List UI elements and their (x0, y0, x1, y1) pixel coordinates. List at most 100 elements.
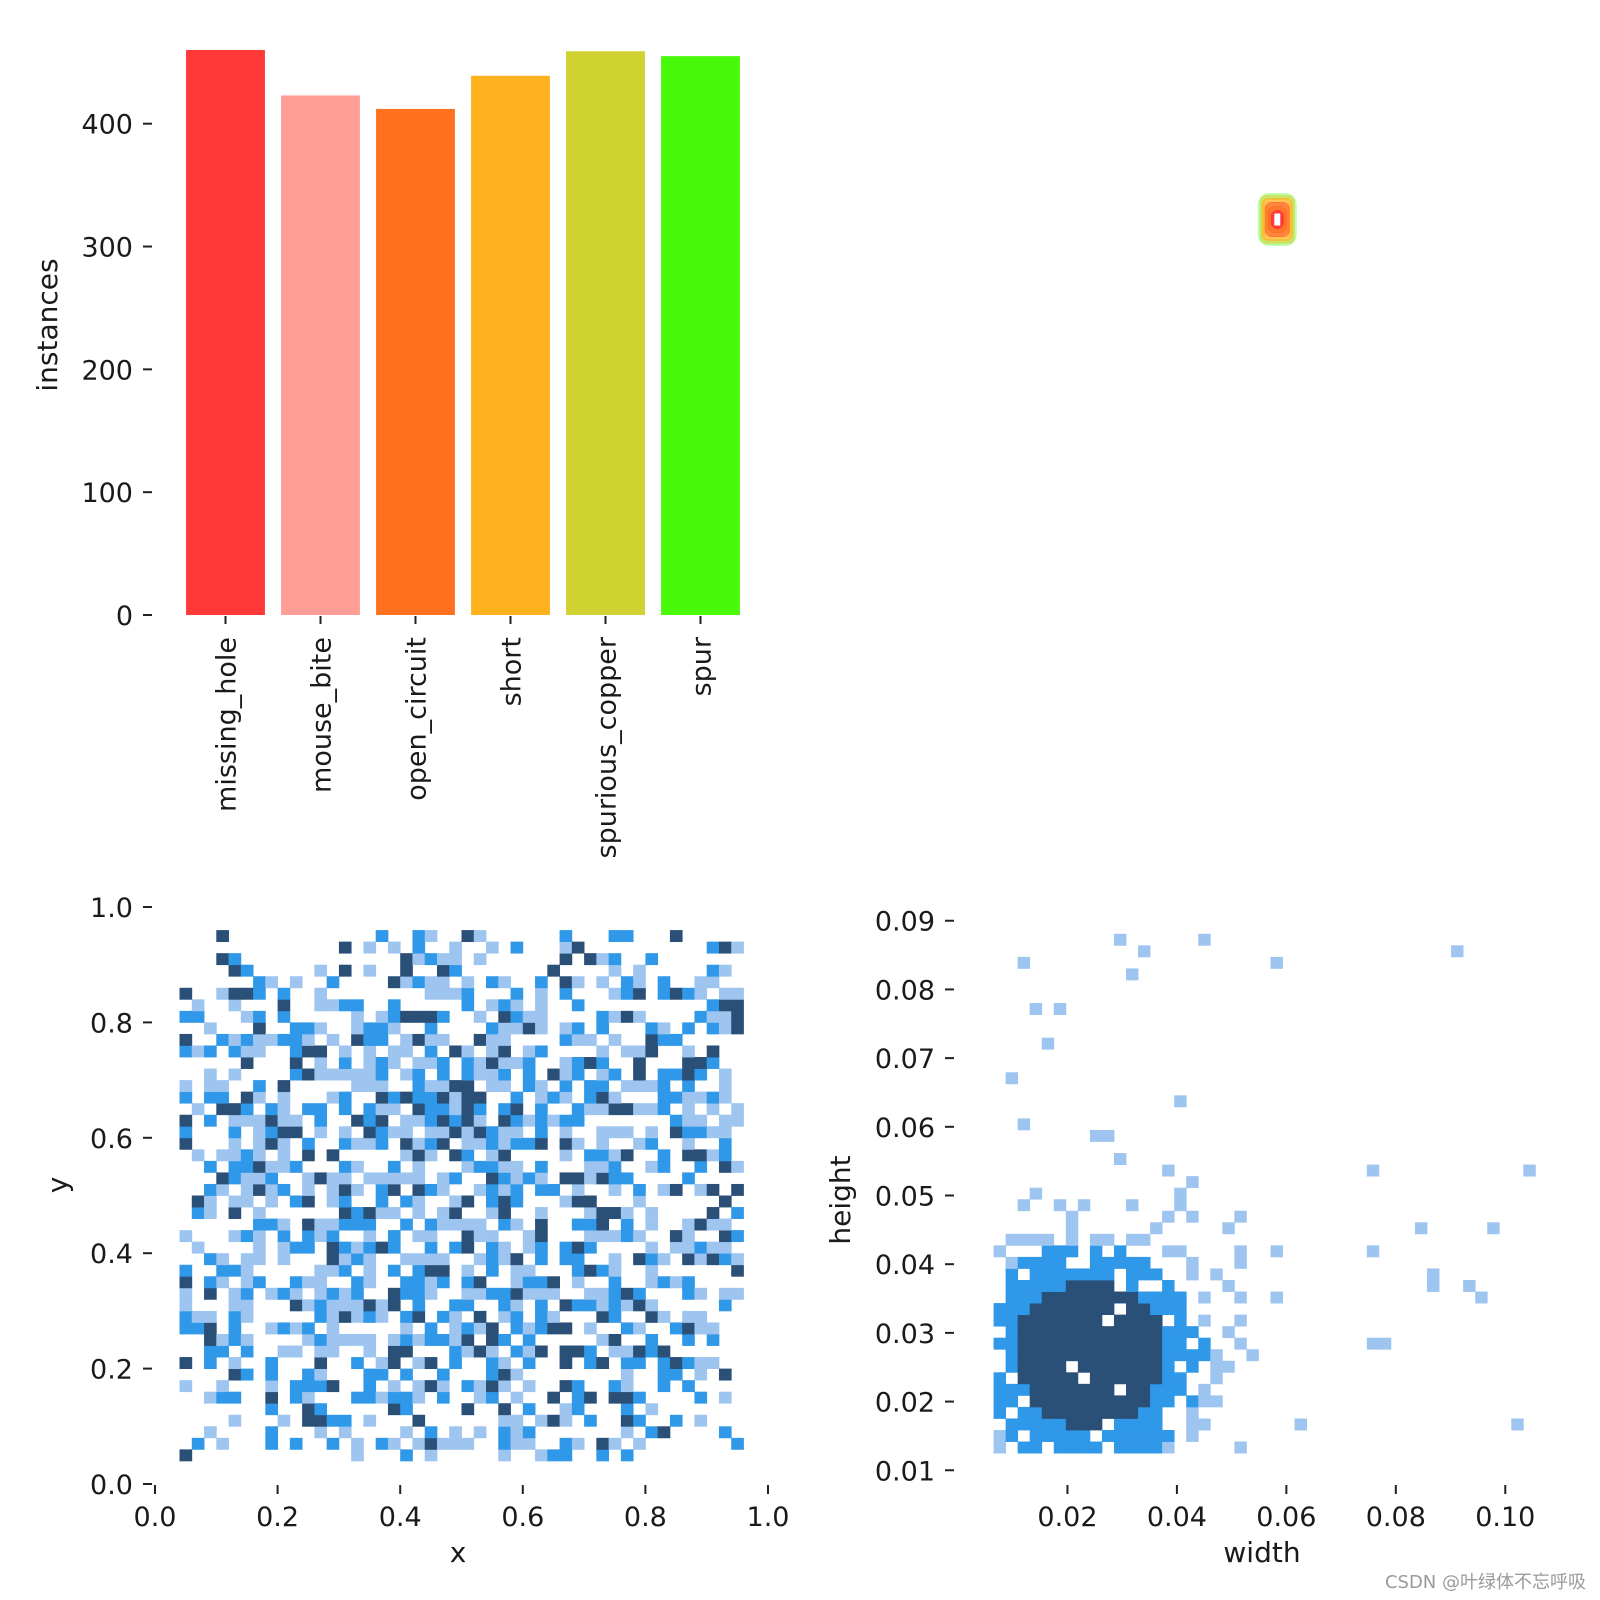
xy-heatmap-cell (375, 1137, 389, 1150)
wh-heatmap-cell (1077, 1314, 1091, 1327)
wh-y-tick-label: 0.06 (875, 1113, 935, 1144)
xy-heatmap-cell (424, 1333, 438, 1346)
xy-heatmap-cell (706, 1207, 720, 1219)
xy-heatmap-cell (179, 1033, 193, 1046)
xy-heatmap-cell (326, 1195, 340, 1208)
xy-heatmap-cell (289, 1057, 303, 1069)
xy-heatmap-cell (657, 1345, 671, 1358)
xy-heatmap-cell (289, 1287, 303, 1300)
xy-heatmap-cell (449, 1333, 462, 1346)
wh-heatmap-cell (1150, 1418, 1163, 1431)
xy-heatmap-cell (559, 1080, 573, 1093)
xy-heatmap-cell (338, 1414, 352, 1427)
xy-heatmap-cell (657, 987, 671, 1000)
xy-heatmap-cell (436, 1437, 450, 1450)
wh-heatmap-cell (1101, 1337, 1115, 1350)
xy-heatmap-cell (706, 999, 720, 1012)
xy-heatmap-cell (228, 1045, 242, 1058)
xy-heatmap-cell (326, 1264, 340, 1277)
wh-heatmap-cell (1029, 1406, 1043, 1419)
xy-heatmap-cell (253, 1172, 266, 1185)
xy-heatmap-cell (571, 1345, 585, 1358)
xy-heatmap-cell (436, 1068, 450, 1081)
xy-heatmap-cell (657, 1310, 671, 1323)
xy-heatmap-cell (510, 987, 524, 1000)
xy-heatmap-cell (351, 1276, 364, 1289)
xy-heatmap-cell (326, 1380, 340, 1393)
xy-heatmap-cell (253, 1045, 266, 1058)
wh-heatmap-cell (1017, 1441, 1031, 1454)
wh-heatmap-cell (1005, 1430, 1019, 1442)
xy-heatmap-cell (535, 1253, 548, 1266)
xy-heatmap-cell (731, 1287, 744, 1300)
xy-heatmap-cell (289, 976, 303, 989)
xy-heatmap-cell (387, 1010, 401, 1023)
xy-heatmap-cell (363, 1218, 377, 1231)
xy-heatmap-cell (522, 1357, 536, 1369)
xy-heatmap-cell (436, 1264, 450, 1277)
xy-heatmap-cell (277, 1230, 291, 1243)
wh-heatmap-cell (1041, 1037, 1055, 1050)
wh-heatmap-cell (1065, 1383, 1079, 1396)
xy-heatmap-cell (449, 1426, 462, 1439)
wh-heatmap-cell (993, 1441, 1007, 1454)
xy-heatmap-cell (449, 1114, 462, 1127)
bar-spurious_copper (566, 51, 645, 615)
wh-heatmap-cell (1150, 1395, 1163, 1408)
wh-heatmap-cell (1029, 1187, 1043, 1200)
wh-heatmap-cell (1077, 1360, 1091, 1373)
xy-heatmap-cell (302, 1403, 315, 1416)
xy-heatmap-cell (326, 1253, 340, 1266)
wh-heatmap-cell (1101, 1326, 1115, 1339)
wh-heatmap-cell (1186, 1268, 1199, 1281)
xy-heatmap-cell (338, 1195, 352, 1208)
xy-heatmap-cell (424, 1264, 438, 1277)
xy-heatmap-cell (400, 1276, 413, 1289)
xy-heatmap-cell (449, 1218, 462, 1231)
wh-heatmap-cell (1138, 1326, 1151, 1339)
xy-heatmap-cell (559, 941, 573, 954)
xy-heatmap-cell (633, 1137, 646, 1150)
xy-heatmap-cell (510, 1126, 524, 1139)
xy-heatmap-cell (240, 1299, 254, 1312)
xy-heatmap-cell (596, 1091, 610, 1104)
wh-heatmap-cell (1451, 945, 1464, 958)
wh-heatmap-cell (1378, 1337, 1392, 1350)
xy-heatmap-cell (289, 1068, 303, 1081)
xy-heatmap-cell (657, 1091, 671, 1104)
xy-heatmap-cell (522, 1114, 536, 1127)
wh-heatmap-cell (993, 1303, 1007, 1316)
wh-heatmap-cell (1222, 1326, 1235, 1339)
xy-heatmap-cell (363, 1299, 377, 1312)
xy-heatmap-cell (375, 1091, 389, 1104)
xy-heatmap-cell (718, 1010, 732, 1023)
wh-heatmap-cell (1150, 1314, 1163, 1327)
wh-heatmap-cell (1126, 1383, 1139, 1396)
xy-heatmap-cell (596, 1022, 610, 1035)
wh-heatmap-cell (1053, 1360, 1067, 1373)
xy-heatmap-cell (633, 1010, 646, 1023)
wh-heatmap-cell (1113, 1245, 1127, 1258)
wh-heatmap-cell (1162, 1372, 1175, 1385)
xy-heatmap-cell (608, 953, 622, 966)
wh-heatmap-cell (1017, 1233, 1031, 1246)
xy-heatmap-cell (424, 1426, 438, 1439)
xy-heatmap-cell (633, 987, 646, 1000)
xy-heatmap-cell (522, 1322, 536, 1335)
xy-heatmap-cell (375, 1195, 389, 1208)
xy-heatmap-cell (277, 1345, 291, 1358)
xy-heatmap-cell (559, 1195, 573, 1208)
xy-heatmap-cell (265, 1172, 278, 1185)
xy-heatmap-cell (498, 1080, 511, 1093)
xy-heatmap-cell (486, 1368, 499, 1381)
xy-heatmap-cell (571, 1172, 585, 1185)
xy-heatmap-cell (265, 1322, 278, 1335)
xy-heatmap-cell (559, 1403, 573, 1416)
wh-heatmap-cell (1126, 1430, 1139, 1442)
xy-heatmap-cell (338, 1299, 352, 1312)
wh-heatmap-cell (1077, 1441, 1091, 1454)
xy-heatmap-cell (375, 1022, 389, 1035)
xy-heatmap-cell (277, 1322, 291, 1335)
xy-heatmap-cell (424, 1033, 438, 1046)
xy-heatmap-cell (510, 1264, 524, 1277)
